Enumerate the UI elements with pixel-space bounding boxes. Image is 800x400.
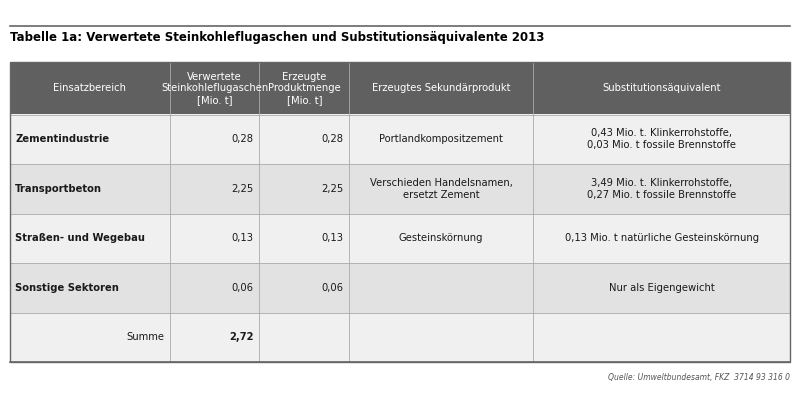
Text: 2,25: 2,25	[232, 184, 254, 194]
Bar	[10, 62, 170, 114]
Text: Portlandkompositzement: Portlandkompositzement	[379, 134, 503, 144]
Text: Substitutionsäquivalent: Substitutionsäquivalent	[602, 83, 721, 93]
Bar	[259, 62, 350, 114]
Text: 0,28: 0,28	[322, 134, 344, 144]
Bar	[259, 164, 350, 214]
Bar	[350, 312, 533, 362]
Text: 0,28: 0,28	[232, 134, 254, 144]
Bar	[170, 114, 259, 164]
Text: 2,72: 2,72	[230, 332, 254, 342]
Bar	[10, 62, 790, 362]
Text: Sonstige Sektoren: Sonstige Sektoren	[15, 283, 119, 293]
Bar	[259, 312, 350, 362]
Bar	[533, 214, 790, 263]
Bar	[533, 263, 790, 312]
Bar	[533, 312, 790, 362]
Text: 0,13: 0,13	[322, 233, 344, 243]
Text: Zementindustrie: Zementindustrie	[15, 134, 110, 144]
Text: Nur als Eigengewicht: Nur als Eigengewicht	[609, 283, 714, 293]
Bar	[533, 62, 790, 114]
Bar	[170, 214, 259, 263]
Text: Einsatzbereich: Einsatzbereich	[53, 83, 126, 93]
Bar	[259, 114, 350, 164]
Text: 3,49 Mio. t. Klinkerrohstoffe,
0,27 Mio. t fossile Brennstoffe: 3,49 Mio. t. Klinkerrohstoffe, 0,27 Mio.…	[587, 178, 736, 200]
Bar	[170, 263, 259, 312]
Bar	[350, 164, 533, 214]
Text: Erzeugte
Produktmenge
[Mio. t]: Erzeugte Produktmenge [Mio. t]	[268, 72, 341, 105]
Text: Tabelle 1a: Verwertete Steinkohleflugaschen und Substitutionsäquivalente 2013: Tabelle 1a: Verwertete Steinkohleflugasc…	[10, 32, 544, 44]
Text: Gesteinskörnung: Gesteinskörnung	[398, 233, 483, 243]
Bar	[350, 263, 533, 312]
Text: Verschieden Handelsnamen,
ersetzt Zement: Verschieden Handelsnamen, ersetzt Zement	[370, 178, 513, 200]
Text: 2,25: 2,25	[322, 184, 344, 194]
Text: 0,13 Mio. t natürliche Gesteinskörnung: 0,13 Mio. t natürliche Gesteinskörnung	[565, 233, 758, 243]
Bar	[533, 114, 790, 164]
Text: Straßen- und Wegebau: Straßen- und Wegebau	[15, 233, 146, 243]
Bar	[10, 114, 170, 164]
Bar	[10, 164, 170, 214]
Bar	[170, 62, 259, 114]
Text: 0,13: 0,13	[232, 233, 254, 243]
Bar	[350, 114, 533, 164]
Bar	[170, 164, 259, 214]
Bar	[170, 312, 259, 362]
Text: Summe: Summe	[126, 332, 164, 342]
Bar	[533, 164, 790, 214]
Bar	[350, 214, 533, 263]
Bar	[259, 214, 350, 263]
Text: Quelle: Umweltbundesamt, FKZ  3714 93 316 0: Quelle: Umweltbundesamt, FKZ 3714 93 316…	[608, 373, 790, 382]
Text: 0,43 Mio. t. Klinkerrohstoffe,
0,03 Mio. t fossile Brennstoffe: 0,43 Mio. t. Klinkerrohstoffe, 0,03 Mio.…	[587, 128, 736, 150]
Bar	[10, 214, 170, 263]
Bar	[259, 263, 350, 312]
Bar	[10, 263, 170, 312]
Text: 0,06: 0,06	[232, 283, 254, 293]
Bar	[10, 312, 170, 362]
Bar	[350, 62, 533, 114]
Text: Verwertete
Steinkohleflugaschen
[Mio. t]: Verwertete Steinkohleflugaschen [Mio. t]	[161, 72, 268, 105]
Text: 0,06: 0,06	[322, 283, 344, 293]
Text: Erzeugtes Sekundärprodukt: Erzeugtes Sekundärprodukt	[372, 83, 510, 93]
Text: Transportbeton: Transportbeton	[15, 184, 102, 194]
